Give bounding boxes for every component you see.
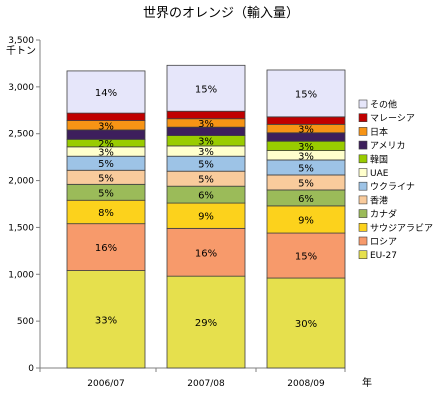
bar-segment [266,205,346,234]
data-label: 5% [98,188,114,199]
legend-swatch [358,99,368,109]
data-label: 14% [95,88,117,99]
bar-segment [166,110,246,120]
x-axis-unit-label: 年 [362,376,372,389]
y-tick-label: 2,000 [8,177,34,187]
data-label: 15% [295,252,317,263]
legend-swatch [358,223,368,232]
data-label: 16% [195,248,217,259]
data-label: 8% [98,208,114,219]
data-label: 3% [298,125,314,136]
legend-swatch [358,127,368,136]
legend-swatch [358,154,368,164]
data-label: 3% [198,137,214,148]
bar-segment [66,112,146,121]
bar-segment [66,270,146,369]
data-label: 3% [298,151,314,162]
legend-label: ウクライナ [370,182,415,193]
y-tick-label: 500 [17,317,34,327]
bar-segment [166,64,246,112]
data-label: 16% [95,243,117,254]
x-tick-label: 2007/08 [187,379,225,389]
legend-label: マレーシア [370,114,415,124]
legend-label: サウジアラビア [370,223,433,234]
legend-label: EU-27 [370,251,397,261]
plot-area: 0 500 1,000 1,500 2,000 2,500 3,000 3,500 33% 16%… [8,36,346,389]
legend-swatch [358,236,368,246]
legend-swatch [358,250,368,259]
data-label: 3% [198,119,214,130]
data-label: 3% [98,148,114,159]
legend-label: 日本 [370,126,388,138]
data-label: 3% [298,142,314,153]
y-tick-label: 1,000 [8,270,34,280]
legend-label: アメリカ [370,141,406,152]
y-tick-label: 3,500 [8,36,34,46]
x-tick-label: 2008/09 [287,379,325,389]
data-label: 9% [198,212,214,223]
legend-label: カナダ [370,208,397,220]
legend-swatch [358,181,368,191]
data-label: 5% [98,159,114,170]
data-label: 2% [98,139,114,150]
data-label: 15% [295,89,317,100]
legend-label: 韓国 [370,154,388,165]
y-tick-label: 0 [28,364,34,374]
data-label: 15% [195,84,217,95]
y-tick-label: 1,500 [8,223,34,233]
legend-label: その他 [370,99,397,111]
legend-swatch [358,113,368,122]
bar-segment [266,232,346,279]
data-label: 5% [98,173,114,184]
data-label: 5% [198,160,214,171]
legend-label: UAE [370,169,389,179]
legend-label: ロシア [370,238,397,248]
bar-segment [166,275,246,369]
chart-title: 世界のオレンジ（輸入量） [143,6,299,21]
legend-swatch [358,195,368,205]
bar-segment [166,202,246,229]
bar-segment [266,116,346,125]
legend-swatch [358,140,368,150]
data-label: 33% [95,315,117,326]
data-label: 5% [198,175,214,186]
x-tick-label: 2006/07 [87,379,124,389]
y-tick-label: 2,500 [8,130,34,140]
data-label: 3% [198,147,214,158]
data-label: 6% [198,191,214,202]
y-axis-unit-label: 千トン [6,45,36,57]
y-tick-label: 3,000 [8,83,34,93]
bar-segment [66,223,146,271]
legend-swatch [358,209,368,218]
data-label: 29% [195,318,217,329]
data-label: 5% [298,163,314,174]
data-label: 5% [298,178,314,189]
legend-label: 香港 [370,194,388,206]
bar-segment [266,69,346,118]
data-label: 3% [98,121,114,132]
data-label: 9% [298,215,314,226]
bar-segment [66,70,146,114]
data-label: 6% [298,194,314,205]
bar-segment [266,277,346,369]
legend-swatch [358,168,368,177]
bar-segment [166,227,246,277]
data-label: 30% [295,319,317,330]
